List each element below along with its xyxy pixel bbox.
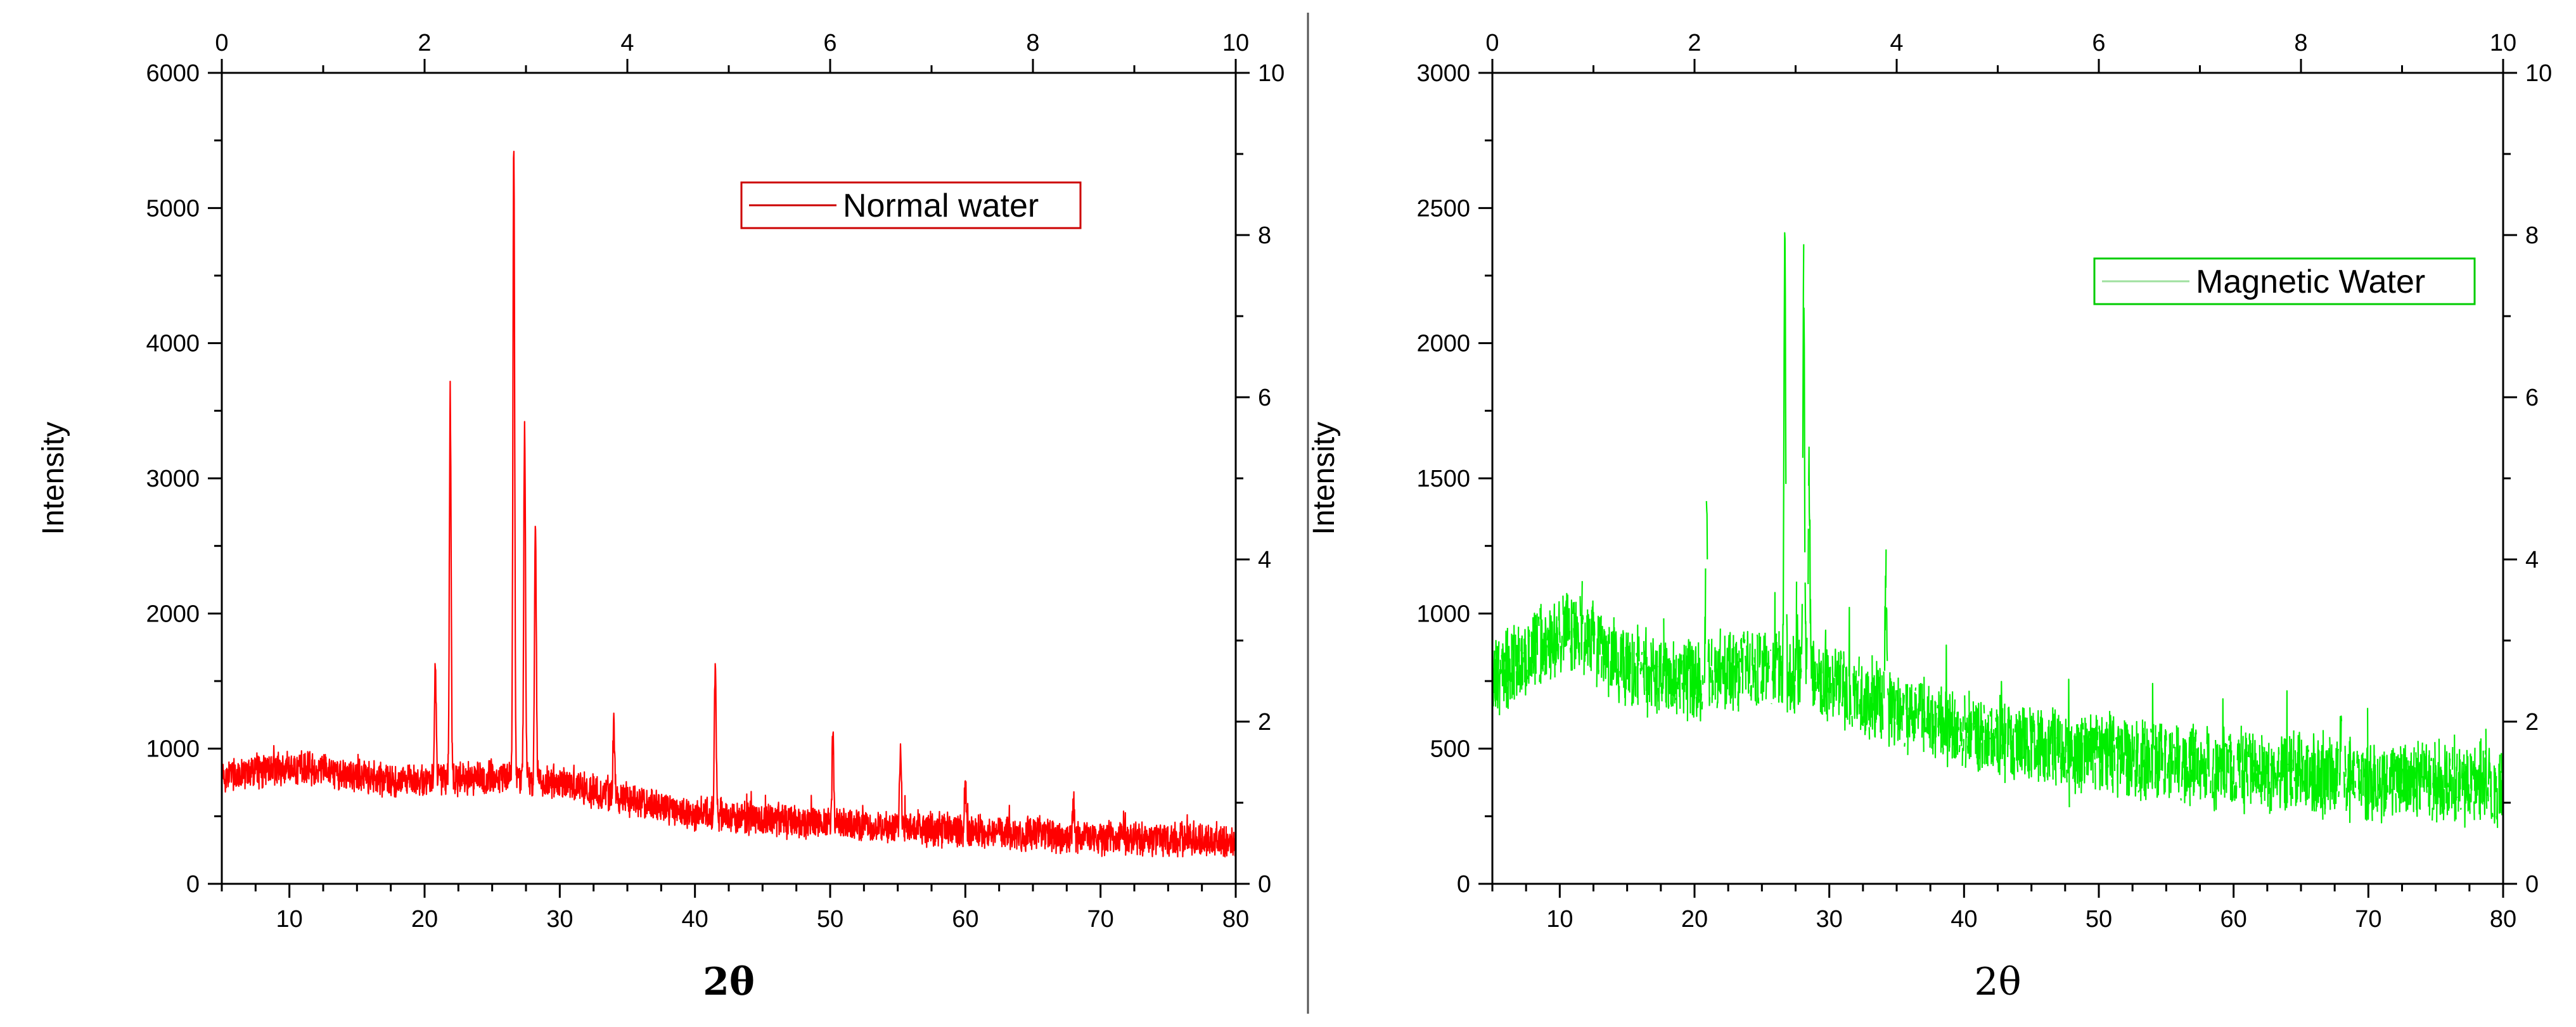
magnetic-water-chart: 10 20 30 40 50 60 70 80050010001500200025003000… (1307, 30, 2552, 1004)
chart-1-y-tick-label: 500 (1430, 736, 1470, 763)
chart-1-top-tick-label: 10 (2490, 30, 2516, 56)
chart-1-x-tick-label: 80 (2490, 906, 2516, 933)
chart-0-top-tick-label: 8 (1026, 30, 1039, 56)
chart-1-right-tick-label: 6 (2525, 385, 2539, 411)
chart-0-y-tick-label: 2000 (146, 601, 200, 627)
chart-0-x-axis-title: 2θ (703, 960, 755, 1004)
chart-1-right-tick-label: 8 (2525, 222, 2539, 249)
chart-0-y-tick-label: 5000 (146, 195, 200, 222)
chart-0-x-tick-label: 10 (276, 906, 303, 933)
chart-1-legend: Magnetic Water (2093, 257, 2476, 305)
chart-0-top-tick-label: 0 (215, 30, 228, 56)
chart-0-top-tick-label: 6 (823, 30, 836, 56)
chart-1-y-tick-label: 1500 (1416, 466, 1470, 492)
chart-0-x-tick-label: 40 (682, 906, 708, 933)
chart-0-top-tick-label: 10 (1222, 30, 1249, 56)
chart-1-right-tick-label: 0 (2525, 871, 2539, 898)
normal-water-chart: 10 20 30 40 50 60 70 80010002000300040005000600… (37, 30, 1285, 1004)
chart-0-right-tick-label: 6 (1258, 385, 1271, 411)
chart-0-right-tick-label: 8 (1258, 222, 1271, 249)
chart-0-y-tick-label: 3000 (146, 466, 200, 492)
chart-1-top-tick-label: 0 (1485, 30, 1499, 56)
chart-1-x-tick-label: 70 (2355, 906, 2381, 933)
chart-1-top-tick-label: 8 (2294, 30, 2307, 56)
chart-1-right-tick-label: 10 (2525, 60, 2552, 87)
chart-0-x-tick-label: 50 (817, 906, 843, 933)
chart-1-y-tick-label: 1000 (1416, 601, 1470, 627)
chart-0-legend: Normal water (740, 181, 1082, 229)
chart-1-top-tick-label: 2 (1688, 30, 1701, 56)
chart-1-x-tick-label: 20 (1681, 906, 1708, 933)
chart-1-y-tick-label: 2000 (1416, 331, 1470, 357)
chart-0-x-tick-label: 70 (1087, 906, 1114, 933)
chart-0-top-tick-label: 4 (620, 30, 634, 56)
chart-0-right-tick-label: 2 (1258, 709, 1271, 736)
chart-1-y-tick-label: 3000 (1416, 60, 1470, 87)
chart-0-right-tick-label: 4 (1258, 547, 1271, 573)
chart-1-x-tick-label: 60 (2220, 906, 2247, 933)
chart-0-top-tick-label: 2 (418, 30, 431, 56)
chart-1-right-tick-label: 4 (2525, 547, 2539, 573)
chart-0-y-tick-label: 0 (186, 871, 200, 898)
chart-1-legend-label: Magnetic Water (2196, 264, 2425, 300)
chart-0-x-tick-label: 20 (411, 906, 438, 933)
chart-1-x-tick-label: 40 (1951, 906, 1977, 933)
chart-0-x-tick-label: 30 (546, 906, 573, 933)
chart-1-right-tick-label: 2 (2525, 709, 2539, 736)
chart-0-y-tick-label: 1000 (146, 736, 200, 763)
chart-1-x-tick-label: 50 (2086, 906, 2112, 933)
chart-0-y-tick-label: 4000 (146, 331, 200, 357)
chart-0-series-line (221, 150, 1237, 858)
chart-0-y-tick-label: 6000 (146, 60, 200, 87)
chart-1-top-tick-label: 6 (2092, 30, 2105, 56)
chart-0-x-tick-label: 60 (952, 906, 978, 933)
chart-0-right-tick-label: 10 (1258, 60, 1285, 87)
chart-1-y-tick-label: 0 (1457, 871, 1470, 898)
chart-1-x-tick-label: 10 (1546, 906, 1573, 933)
chart-1-x-axis-title: 2θ (1974, 960, 2021, 1004)
chart-1-series-line (1491, 232, 2504, 828)
chart-1-y-axis-title: Intensity (1307, 422, 1341, 535)
chart-1-x-tick-label: 30 (1816, 906, 1843, 933)
chart-1-y-tick-label: 2500 (1416, 195, 1470, 222)
chart-1-top-tick-label: 4 (1890, 30, 1903, 56)
chart-0-y-axis-title: Intensity (37, 422, 70, 535)
chart-0-legend-label: Normal water (843, 188, 1039, 224)
chart-0-x-tick-label: 80 (1222, 906, 1249, 933)
chart-0-right-tick-label: 0 (1258, 871, 1271, 898)
